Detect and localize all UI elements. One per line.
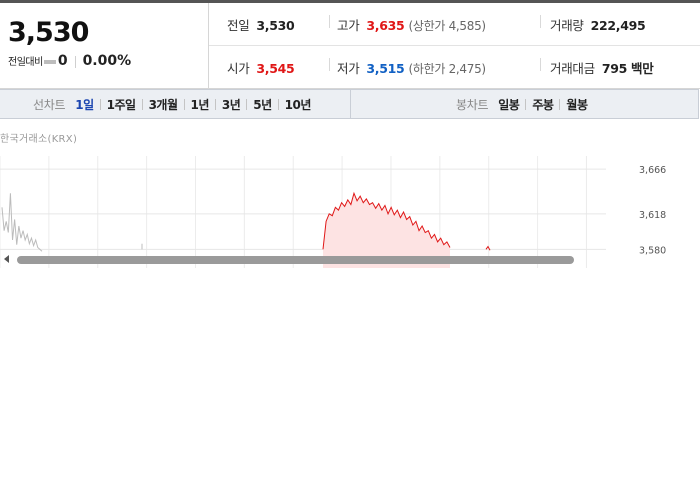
tab-1d[interactable]: 1일 [75, 97, 94, 112]
tab-divider [183, 98, 185, 110]
stat-value: 3,635 [366, 18, 405, 33]
change-divider [74, 55, 76, 68]
y-tick-label: 3,580 [639, 245, 666, 256]
current-price-box: 3,530 전일대비 0 0.00% [0, 3, 209, 88]
stat-label: 저가 [337, 61, 360, 76]
y-tick-label: 3,666 [639, 165, 666, 176]
scroll-left-arrow-icon[interactable] [4, 255, 9, 263]
tab-divider [99, 98, 101, 110]
tab-divider [277, 98, 279, 110]
change-rate: 0.00% [82, 53, 132, 69]
tab-weekly[interactable]: 주봉 [532, 97, 554, 112]
tab-divider [141, 98, 143, 110]
stat-divider [329, 15, 330, 28]
upper-limit: (상한가 4,585) [408, 19, 486, 33]
stat-low: 저가 3,515 (하한가 2,475) [337, 58, 486, 77]
stats-row-1: 전일 3,530 고가 3,635 (상한가 4,585) 거래량 222,495 [209, 3, 700, 46]
price-chart: 3,666 3,618 3,580 한국거래소(KRX) [0, 120, 700, 268]
series-area-fill [323, 193, 450, 268]
stat-open: 시가 3,545 [227, 58, 295, 77]
series-line-tail [485, 245, 491, 251]
stat-high: 고가 3,635 (상한가 4,585) [337, 15, 486, 34]
series-line [322, 191, 451, 250]
stat-divider [540, 58, 541, 71]
chart-tabs-bar: 선차트 1일 1주일 3개월 1년 3년 5년 10년 봉차트 일봉 주봉 월봉 [0, 89, 699, 119]
chart-canvas: 3,666 3,618 3,580 [0, 156, 666, 268]
tab-1w[interactable]: 1주일 [106, 97, 136, 112]
change-label: 전일대비 [8, 57, 43, 68]
prior-series-line [1, 193, 43, 252]
tab-10y[interactable]: 10년 [284, 97, 312, 112]
stat-value: 3,530 [256, 18, 295, 33]
tab-3y[interactable]: 3년 [221, 97, 241, 112]
candle-chart-title: 봉차트 [456, 97, 489, 112]
chart-scrollbar[interactable] [17, 256, 574, 264]
stat-divider [329, 58, 330, 71]
stat-label: 고가 [337, 18, 360, 33]
exchange-label: 한국거래소(KRX) [0, 134, 78, 145]
tab-1y[interactable]: 1년 [190, 97, 210, 112]
stat-volume: 거래량 222,495 [550, 15, 646, 34]
stat-value: 3,515 [366, 61, 405, 76]
tab-divider [246, 98, 248, 110]
line-chart-tabs: 선차트 1일 1주일 3개월 1년 3년 5년 10년 [33, 90, 311, 118]
stat-label: 거래량 [550, 18, 584, 33]
stat-divider [540, 15, 541, 28]
stat-value: 795 백만 [601, 61, 654, 76]
lower-limit: (하한가 2,475) [408, 62, 486, 76]
stat-prev-close: 전일 3,530 [227, 15, 295, 34]
tab-daily[interactable]: 일봉 [498, 97, 520, 112]
candle-chart-tabs: 봉차트 일봉 주봉 월봉 [456, 90, 588, 118]
line-chart-title: 선차트 [33, 97, 66, 112]
stats-row-2: 시가 3,545 저가 3,515 (하한가 2,475) 거래대금 795 백만 [209, 46, 700, 88]
stat-amount: 거래대금 795 백만 [550, 58, 654, 77]
stat-value: 222,495 [590, 18, 646, 33]
tab-monthly[interactable]: 월봉 [566, 97, 588, 112]
tabs-divider [350, 90, 351, 118]
tab-divider [525, 98, 527, 110]
stat-label: 전일 [227, 18, 250, 33]
change-value: 0 [57, 53, 68, 69]
top-border [0, 0, 700, 3]
stat-value: 3,545 [256, 61, 295, 76]
change-row: 전일대비 0 0.00% [8, 53, 131, 69]
price-summary: 3,530 전일대비 0 0.00% 전일 3,530 고가 3,635 (상한가 4,5… [0, 3, 700, 89]
stat-label: 거래대금 [550, 61, 595, 76]
tab-divider [559, 98, 561, 110]
tab-3m[interactable]: 3개월 [148, 97, 178, 112]
y-tick-label: 3,618 [639, 210, 666, 221]
current-price: 3,530 [8, 17, 89, 48]
flat-icon [43, 59, 56, 64]
tab-5y[interactable]: 5년 [253, 97, 272, 112]
stat-label: 시가 [227, 61, 250, 76]
tab-divider [214, 98, 216, 110]
